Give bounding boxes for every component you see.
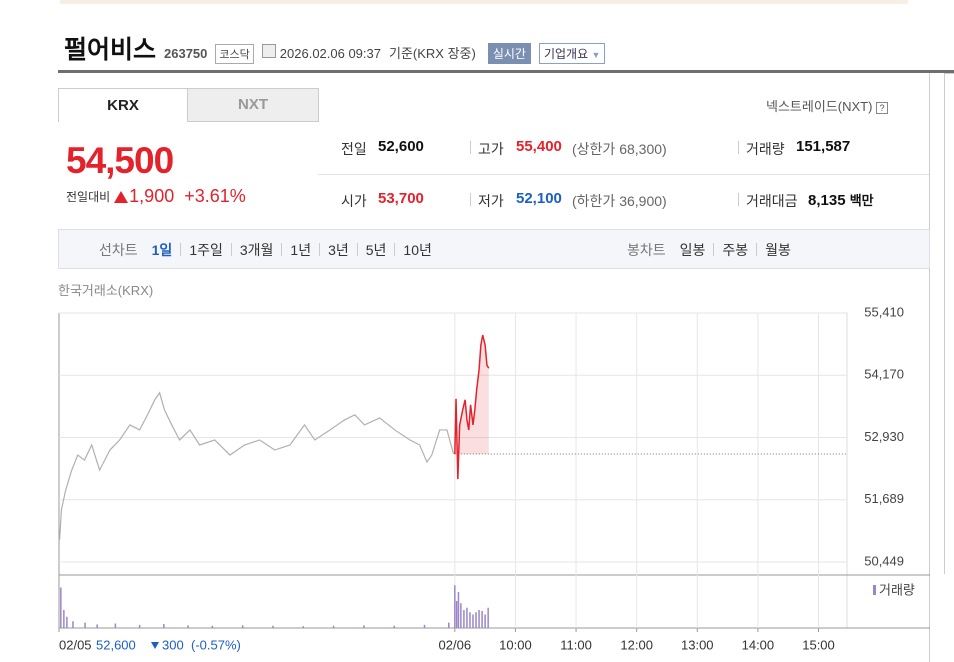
- volume-legend-swatch: [873, 585, 876, 595]
- candle-chart-label: 봉차트: [627, 242, 666, 258]
- clock-icon: [261, 44, 276, 58]
- amount-unit: 백만: [849, 193, 874, 208]
- y-tick-label: 54,170: [864, 367, 904, 382]
- header: 펄어비스 263750 코스닥 2026.02.06 09:37 기준(KRX …: [64, 30, 606, 66]
- separator: [281, 243, 283, 256]
- market-badge: 코스닥: [215, 44, 254, 64]
- y-tick-label: 50,449: [864, 553, 904, 568]
- volume-legend: 거래량: [879, 582, 915, 597]
- quote-label: 거래대금: [746, 193, 798, 209]
- price-change: 전일대비 1,900 +3.61%: [66, 186, 246, 207]
- separator: [230, 243, 232, 256]
- x-tick-label: 02/05: [59, 637, 92, 652]
- separator: [713, 243, 715, 256]
- current-price: 54,500: [66, 140, 174, 181]
- separator: [180, 243, 182, 256]
- separator: [356, 243, 358, 256]
- down-arrow: [151, 642, 159, 649]
- period-button[interactable]: 10년: [403, 242, 432, 258]
- row-divider: [318, 174, 929, 175]
- y-tick-label: 52,930: [864, 429, 904, 444]
- nxt-link-text: 넥스트레이드(NXT): [766, 99, 873, 114]
- change-label: 전일대비: [66, 190, 111, 204]
- period-button[interactable]: 1일: [151, 242, 173, 258]
- x-tick-label: 13:00: [681, 637, 714, 652]
- change-pct: +3.61%: [184, 186, 246, 206]
- up-arrow: [114, 190, 129, 203]
- nxt-link[interactable]: 넥스트레이드(NXT) ?: [766, 96, 889, 115]
- separator: [470, 193, 471, 206]
- x-tick-label: 11:00: [560, 637, 592, 652]
- candle-button[interactable]: 월봉: [765, 242, 791, 258]
- header-rule: [58, 70, 954, 73]
- separator: [470, 141, 471, 154]
- period-controls: 선차트 1일 1주일 3개월 1년 3년 5년 10년: [99, 240, 432, 260]
- x-tick-label: 02/06: [439, 637, 472, 652]
- x-tick-label: 15:00: [802, 637, 835, 652]
- separator: [756, 243, 758, 256]
- realtime-button[interactable]: 실시간: [487, 43, 531, 64]
- period-button[interactable]: 3개월: [239, 242, 274, 258]
- company-info-button[interactable]: 기업개요 ▼: [538, 43, 606, 64]
- candle-button[interactable]: 일봉: [679, 242, 706, 258]
- top-strip: [60, 0, 908, 4]
- y-tick-label: 55,410: [864, 304, 904, 319]
- candle-button[interactable]: 주봉: [722, 242, 749, 258]
- area-fill: [454, 335, 489, 480]
- quote-value: 53,700: [378, 190, 424, 207]
- tab-nxt[interactable]: NXT: [187, 88, 319, 122]
- quote-label: 저가: [478, 193, 504, 209]
- chart-source: 한국거래소(KRX): [58, 283, 154, 298]
- price-line: [59, 391, 455, 540]
- quote-label: 고가: [478, 141, 504, 157]
- stock-code: 263750: [164, 46, 208, 61]
- y-tick-label: 51,689: [864, 491, 904, 506]
- volume-frame: [58, 574, 848, 629]
- quote-label: 시가: [341, 193, 367, 209]
- separator: [738, 141, 739, 154]
- separator: [738, 193, 739, 206]
- footer-change-pct: (-0.57%): [191, 637, 241, 652]
- x-tick-label: 14:00: [742, 637, 775, 652]
- separator: [319, 243, 321, 256]
- plot-frame: [58, 312, 848, 576]
- candle-controls: 봉차트 일봉 주봉 월봉: [627, 240, 791, 260]
- x-tick-label: 12:00: [620, 637, 653, 652]
- quote-note: (상한가 68,300): [572, 141, 667, 157]
- quote-value: 55,400: [516, 138, 562, 155]
- footer-change: 300: [162, 637, 184, 652]
- footer-price: 52,600: [96, 637, 136, 652]
- quote-label: 전일: [341, 141, 367, 157]
- period-button[interactable]: 1년: [290, 242, 312, 258]
- x-tick-label: 10:00: [499, 637, 532, 652]
- basis: 기준(KRX 장중): [389, 46, 476, 61]
- panel-border: [929, 73, 930, 662]
- quote-value: 52,100: [516, 190, 562, 207]
- quote-value: 8,135 백만: [808, 190, 874, 209]
- quote-note: (하한가 36,900): [572, 193, 667, 209]
- quote-label: 거래량: [746, 141, 785, 157]
- stock-name: 펄어비스: [64, 36, 157, 64]
- controls-bar: [58, 229, 930, 269]
- change-value: 1,900: [129, 186, 175, 206]
- period-button[interactable]: 1주일: [189, 242, 223, 258]
- line-chart-label: 선차트: [99, 242, 138, 258]
- datetime: 2026.02.06 09:37: [279, 46, 381, 61]
- quote-value: 151,587: [796, 138, 851, 155]
- quote-value: 52,600: [378, 138, 424, 155]
- separator: [394, 243, 396, 256]
- period-button[interactable]: 3년: [328, 242, 349, 258]
- company-info-label: 기업개요: [543, 47, 589, 61]
- amount-value: 8,135: [808, 192, 846, 209]
- period-button[interactable]: 5년: [365, 242, 387, 258]
- side-panel: [944, 73, 954, 574]
- price-line: [454, 334, 490, 480]
